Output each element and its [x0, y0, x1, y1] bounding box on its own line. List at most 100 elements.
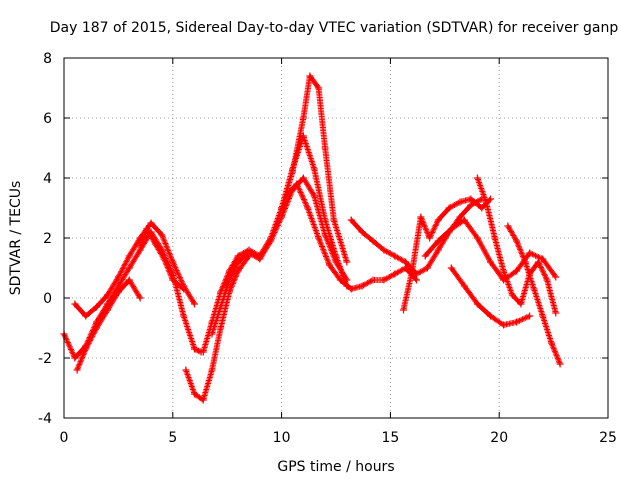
data-point: [530, 285, 538, 293]
data-point: [547, 339, 555, 347]
y-tick-label: -2: [38, 351, 52, 367]
data-point: [299, 174, 307, 182]
data-point: [343, 258, 351, 266]
series-satellite-track-11: [399, 195, 494, 314]
data-point: [114, 273, 122, 281]
data-point: [467, 201, 475, 209]
series-satellite-track-9: [282, 180, 421, 293]
data-point: [358, 282, 366, 290]
data-point: [526, 249, 534, 257]
data-point: [208, 366, 216, 374]
data-point: [151, 240, 159, 248]
data-point: [73, 366, 81, 374]
data-point: [447, 264, 455, 272]
x-tick-label: 15: [381, 430, 399, 446]
data-point: [315, 84, 323, 92]
data-point: [199, 396, 207, 404]
data-point: [513, 318, 521, 326]
data-point: [513, 237, 521, 245]
data-point: [125, 264, 133, 272]
data-point: [245, 249, 253, 257]
data-point: [556, 360, 564, 368]
data-point: [136, 294, 144, 302]
data-point: [169, 258, 177, 266]
data-point: [478, 204, 486, 212]
data-point: [225, 267, 233, 275]
series-satellite-track-12: [421, 216, 560, 284]
data-point: [552, 309, 560, 317]
data-point: [208, 330, 216, 338]
data-point: [486, 195, 494, 203]
data-point: [278, 213, 286, 221]
x-tick-label: 20: [490, 430, 508, 446]
x-tick-label: 25: [599, 430, 617, 446]
data-point: [447, 225, 455, 233]
series-satellite-track-15: [504, 222, 564, 368]
data-point: [391, 252, 399, 260]
series-trail: [182, 254, 252, 403]
data-point: [358, 228, 366, 236]
data-point: [456, 198, 464, 206]
data-point: [321, 144, 329, 152]
x-tick-label: 10: [273, 430, 291, 446]
data-point: [539, 255, 547, 263]
data-point: [306, 72, 314, 80]
data-point: [330, 216, 338, 224]
data-point: [456, 213, 464, 221]
series-trail: [448, 265, 532, 328]
data-point: [180, 312, 188, 320]
series-satellite-track-5: [182, 252, 253, 404]
data-point: [282, 192, 290, 200]
x-tick-label: 0: [60, 430, 69, 446]
data-point: [71, 300, 79, 308]
data-point: [191, 300, 199, 308]
data-point: [288, 168, 296, 176]
data-point: [234, 252, 242, 260]
data-point: [217, 324, 225, 332]
data-point: [521, 258, 529, 266]
data-point: [125, 276, 133, 284]
data-point: [491, 234, 499, 242]
data-point: [460, 282, 468, 290]
data-point: [434, 246, 442, 254]
data-point: [234, 267, 242, 275]
data-point: [526, 312, 534, 320]
data-point: [191, 345, 199, 353]
data-point: [310, 192, 318, 200]
data-point: [402, 258, 410, 266]
data-point: [391, 270, 399, 278]
data-point: [104, 306, 112, 314]
data-point: [299, 114, 307, 122]
data-points: [60, 72, 564, 404]
data-point: [473, 234, 481, 242]
data-point: [82, 312, 90, 320]
data-point: [369, 237, 377, 245]
data-point: [543, 276, 551, 284]
data-point: [423, 264, 431, 272]
data-point: [399, 306, 407, 314]
series-satellite-track-10: [347, 195, 486, 278]
chart-title: Day 187 of 2015, Sidereal Day-to-day VTE…: [50, 20, 619, 36]
data-point: [93, 303, 101, 311]
y-tick-label: 0: [43, 291, 52, 307]
data-point: [500, 267, 508, 275]
data-point: [486, 258, 494, 266]
data-point: [347, 216, 355, 224]
data-point: [71, 354, 79, 362]
data-point: [125, 252, 133, 260]
data-point: [304, 204, 312, 212]
series-satellite-track-4: [136, 225, 188, 293]
data-point: [467, 195, 475, 203]
series-trail: [400, 196, 493, 313]
data-point: [369, 276, 377, 284]
data-point: [413, 276, 421, 284]
y-tick-label: 6: [43, 111, 52, 127]
data-point: [93, 324, 101, 332]
data-point: [225, 276, 233, 284]
data-point: [486, 312, 494, 320]
data-point: [434, 237, 442, 245]
data-point: [380, 276, 388, 284]
y-tick-label: 8: [43, 51, 52, 67]
data-point: [104, 291, 112, 299]
data-point: [199, 348, 207, 356]
